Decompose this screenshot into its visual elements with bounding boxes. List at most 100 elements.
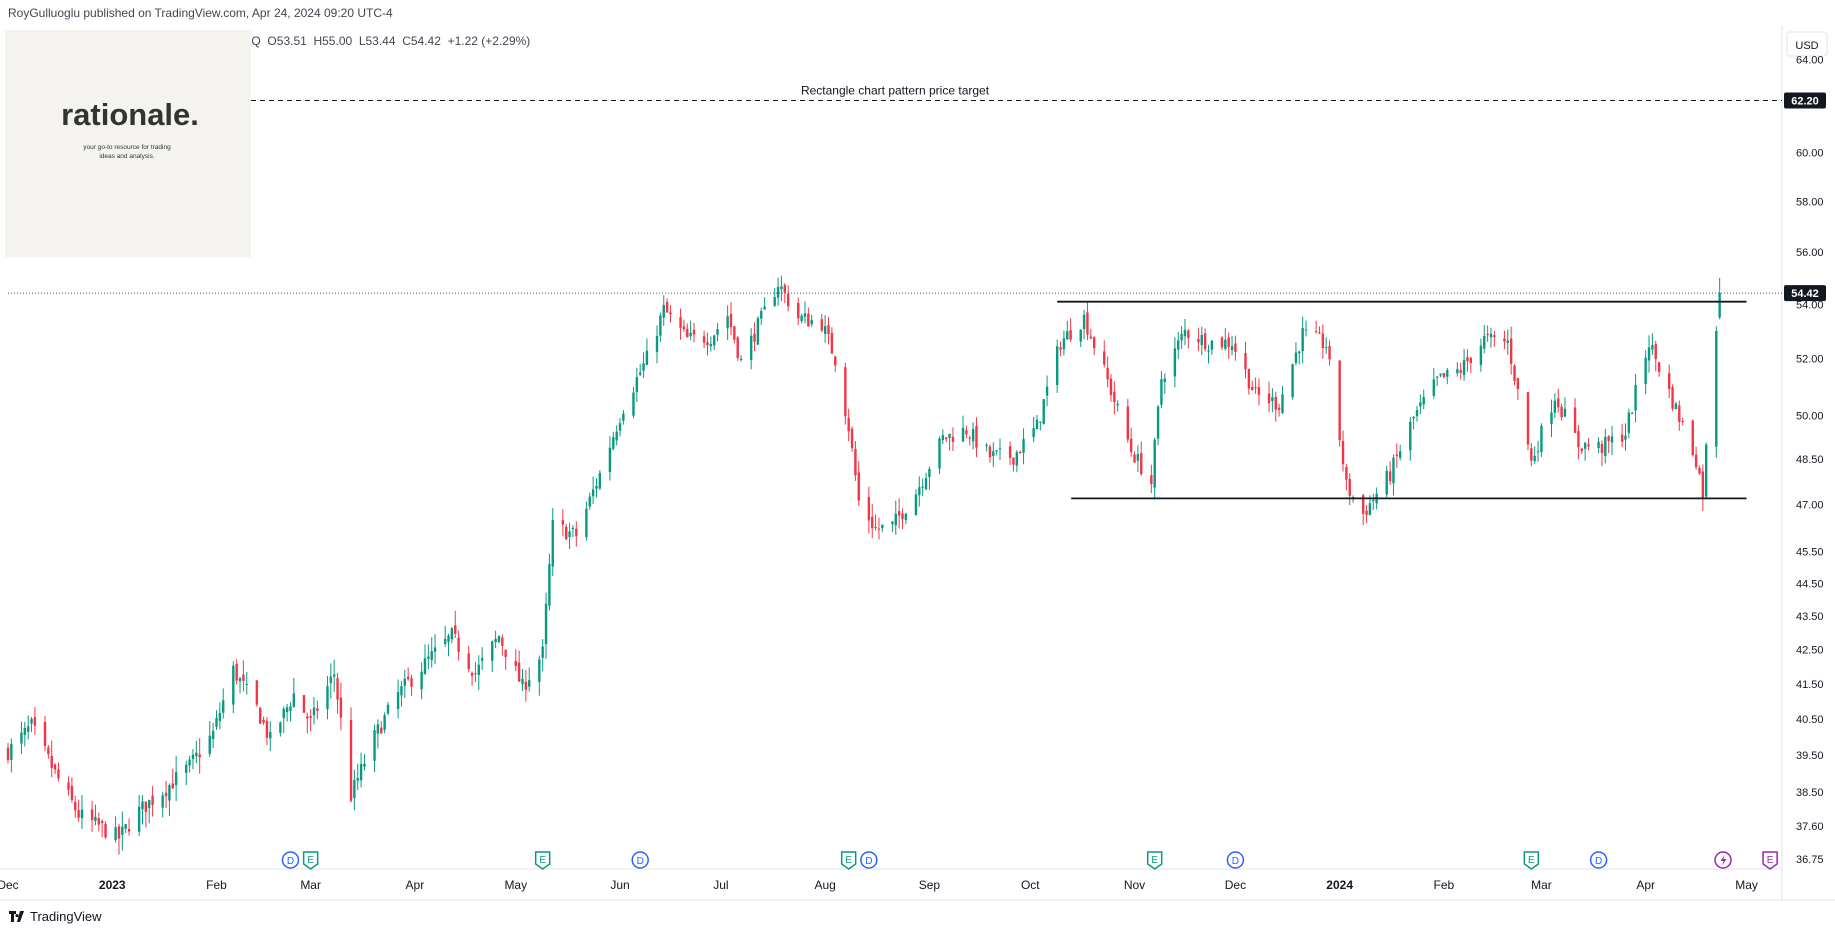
candle-body [709, 343, 713, 347]
candle-body [1563, 408, 1567, 417]
earnings-marker[interactable] [1523, 851, 1540, 870]
price-target-annotation[interactable]: Rectangle chart pattern price target [801, 84, 990, 98]
dividend-marker-label: D [287, 856, 294, 867]
candle-body [1224, 339, 1227, 349]
candle-body [450, 628, 454, 640]
earnings-marker[interactable] [302, 851, 319, 870]
time-tick-label: Aug [814, 878, 835, 892]
candle-body [1681, 421, 1684, 423]
candle-body [208, 735, 211, 754]
candle-body [773, 297, 776, 306]
candle-body [1483, 335, 1486, 349]
candle-body [174, 772, 178, 785]
footer-brand[interactable]: TradingView [30, 909, 102, 924]
candle-body [1153, 439, 1156, 488]
candle-body [1422, 397, 1425, 405]
candle-body [494, 638, 497, 643]
candle-body [1116, 403, 1119, 406]
candle-body [491, 641, 494, 661]
earnings-marker[interactable] [534, 851, 551, 870]
tradingview-logo[interactable]: TradingView [9, 909, 102, 924]
candle-body [10, 743, 13, 760]
candle-body [1140, 453, 1143, 475]
price-tick-label: 42.50 [1796, 645, 1824, 657]
candle-body [1469, 357, 1473, 363]
candle-body [571, 527, 575, 530]
price-tick-label: 54.00 [1796, 299, 1824, 311]
lightning-icon [1720, 855, 1727, 866]
candle-body [541, 646, 544, 658]
candle-body [1267, 393, 1271, 404]
candle-body [1560, 406, 1563, 418]
candle-body [1338, 360, 1341, 441]
time-tick-label: Jul [713, 878, 728, 892]
candle-body [151, 795, 154, 806]
candle-body [1597, 441, 1600, 449]
candle-body [232, 665, 235, 705]
candle-body [467, 653, 470, 669]
candle-body [292, 693, 296, 707]
candle-body [706, 342, 709, 345]
dividend-marker[interactable] [1226, 851, 1245, 869]
dividend-marker[interactable] [1589, 851, 1608, 869]
earnings-marker[interactable] [840, 851, 857, 870]
candle-body [480, 658, 484, 661]
candle-body [1647, 347, 1651, 361]
currency-box[interactable] [1786, 31, 1828, 57]
candle-body [1385, 470, 1388, 495]
candle-body [1086, 312, 1089, 335]
candle-body [514, 660, 517, 667]
candle-body [33, 717, 37, 726]
candle-body [894, 513, 897, 526]
candle-body [1536, 451, 1540, 453]
candle-body [1203, 333, 1207, 350]
candle-body [585, 508, 588, 538]
candle-body [733, 326, 736, 340]
candle-body [1678, 405, 1681, 422]
time-tick-label: Mar [300, 878, 321, 892]
candle-body [191, 754, 195, 759]
candle-body [198, 754, 201, 758]
candle-body [1372, 499, 1375, 501]
candle-body [124, 824, 127, 829]
candle-body [1045, 386, 1049, 396]
candle-body [70, 785, 74, 800]
candle-body [985, 444, 988, 447]
candle-body [1079, 329, 1082, 342]
candle-body [185, 764, 188, 773]
candle-body [380, 727, 383, 734]
candle-body [1129, 438, 1133, 453]
candle-body [332, 674, 336, 677]
dividend-marker[interactable] [631, 851, 649, 869]
earnings-marker[interactable] [1146, 851, 1163, 870]
dividend-marker[interactable] [281, 851, 300, 869]
candle-body [521, 678, 524, 685]
earnings-marker[interactable] [1762, 851, 1778, 870]
earnings-marker-label: E [1767, 855, 1774, 866]
candle-body [148, 800, 151, 808]
logo-panel [5, 30, 251, 257]
currency-label[interactable]: USD [1795, 40, 1818, 52]
candle-body [1704, 444, 1708, 497]
dividend-marker-label: D [637, 856, 644, 867]
candle-body [776, 286, 780, 298]
candle-body [1493, 335, 1496, 338]
price-badge-label: 54.42 [1791, 288, 1819, 300]
candle-body [423, 658, 427, 674]
candle-body [1526, 392, 1530, 445]
candle-body [1321, 333, 1325, 349]
dividend-marker[interactable] [860, 851, 878, 869]
candle-body [591, 489, 595, 497]
logo-title: rationale. [61, 97, 199, 132]
candle-body [497, 636, 501, 643]
candle-body [1022, 438, 1025, 453]
candle-body [238, 678, 242, 682]
candle-body [242, 674, 245, 681]
price-tick-label: 44.50 [1796, 578, 1824, 590]
candle-body [1691, 420, 1694, 456]
candle-body [1503, 338, 1506, 342]
candle-body [1516, 378, 1520, 390]
candle-body [995, 450, 998, 452]
